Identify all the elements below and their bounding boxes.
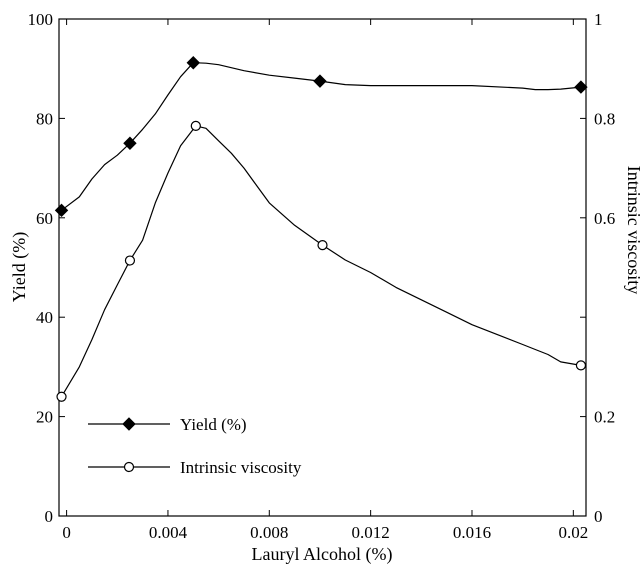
series-layer <box>54 56 588 402</box>
y-tick-label: 0 <box>45 507 54 526</box>
circle-marker <box>317 240 328 251</box>
legend-label: Intrinsic viscosity <box>180 458 302 477</box>
diamond-marker <box>574 80 588 94</box>
x-tick-label: 0.02 <box>558 523 588 542</box>
legend: Yield (%) Intrinsic viscosity <box>88 415 302 477</box>
circle-marker <box>123 461 135 473</box>
diamond-marker <box>313 74 327 88</box>
y2-tick-label: 0.8 <box>594 109 615 128</box>
diamond-marker <box>54 203 69 218</box>
y-tick-label: 40 <box>36 308 53 327</box>
legend-item: Intrinsic viscosity <box>88 458 302 477</box>
y-tick-label: 100 <box>28 10 54 29</box>
circle-marker <box>190 120 201 131</box>
x-tick-label: 0 <box>62 523 71 542</box>
y2-axis-label: Intrinsic viscosity <box>624 166 641 295</box>
diamond-marker <box>186 56 200 70</box>
axes: 0 0.004 0.008 0.012 0.016 0.02 0 20 40 60 80 100 0 0.… <box>28 10 616 542</box>
y2-tick-label: 0.6 <box>594 209 615 228</box>
legend-label: Yield (%) <box>180 415 247 434</box>
plot-frame <box>58 18 587 517</box>
series-line <box>61 62 581 211</box>
axis-labels: Lauryl Alcohol (%) Yield (%) Intrinsic v… <box>9 166 641 565</box>
x-tick-label: 0.012 <box>352 523 390 542</box>
y2-tick-label: 0 <box>594 507 603 526</box>
series-intrinsic-viscosity <box>56 120 587 402</box>
x-tick-label: 0.016 <box>453 523 491 542</box>
y-axis-label: Yield (%) <box>9 232 30 302</box>
circle-marker <box>124 255 136 266</box>
y-tick-label: 80 <box>36 109 53 128</box>
y2-tick-label: 0.2 <box>594 408 615 427</box>
y2-tick-label: 1 <box>594 10 603 29</box>
x-tick-label: 0.008 <box>250 523 288 542</box>
y-tick-label: 60 <box>36 209 53 228</box>
series-line <box>60 125 582 398</box>
circle-marker <box>575 360 587 371</box>
y-tick-label: 20 <box>36 408 53 427</box>
x-tick-label: 0.004 <box>149 523 188 542</box>
x-axis-label: Lauryl Alcohol (%) <box>252 544 393 565</box>
diamond-marker <box>122 417 136 431</box>
diamond-marker <box>123 136 137 150</box>
legend-item: Yield (%) <box>88 415 247 434</box>
circle-marker <box>56 391 67 402</box>
series-yield <box>54 56 588 218</box>
